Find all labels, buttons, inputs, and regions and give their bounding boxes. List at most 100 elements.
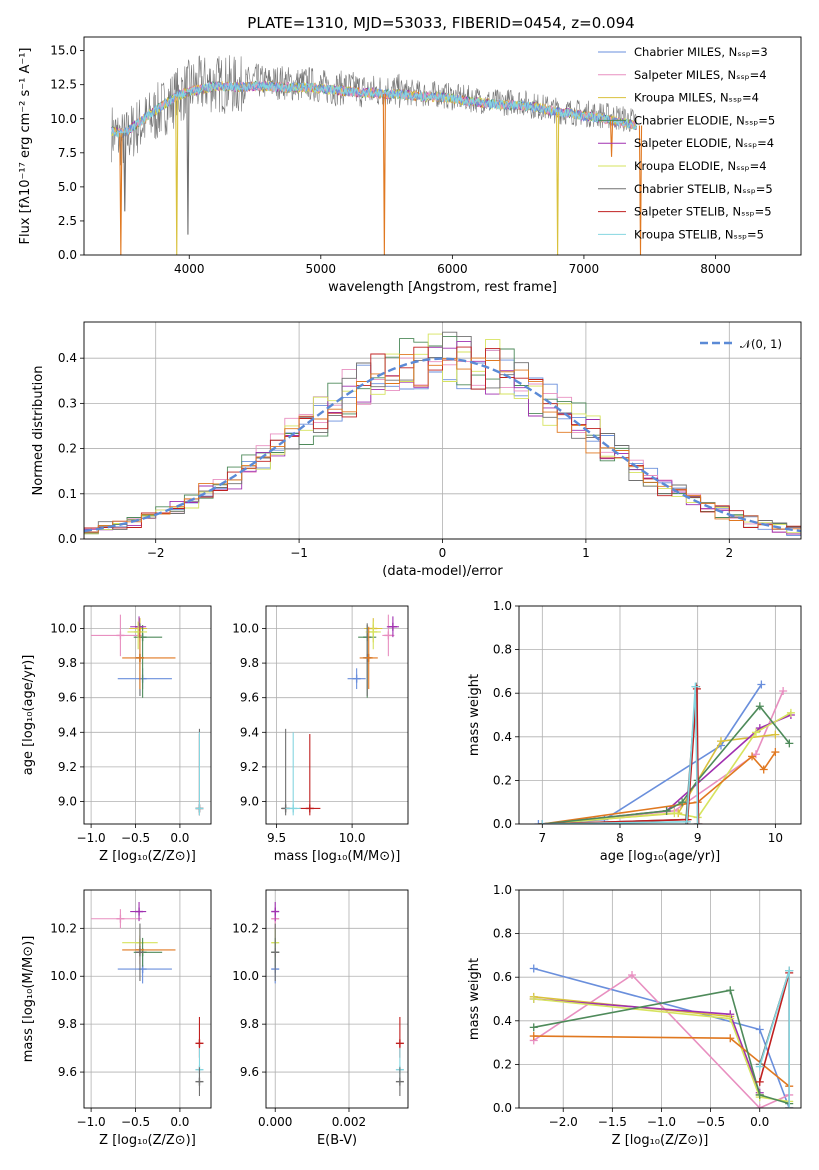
y-tick-label: 9.6 — [240, 691, 259, 705]
errorbar-point — [395, 1067, 404, 1097]
weight-marker — [771, 748, 780, 757]
weight-marker — [755, 1025, 764, 1034]
y-tick-label: 10.2 — [232, 921, 259, 935]
y-tick-label: 9.8 — [58, 656, 77, 670]
legend-label: Salpeter ELODIE, Nₛₛₚ=4 — [634, 136, 774, 150]
x-tick-label: −1.0 — [77, 831, 106, 845]
weight-marker — [757, 680, 766, 689]
y-tick-label: 0.2 — [493, 1057, 512, 1071]
weight-marker — [755, 1077, 764, 1086]
y-tick-label: 9.4 — [240, 725, 259, 739]
weight-marker — [786, 708, 795, 717]
legend: Chabrier MILES, Nₛₛₚ=3 Salpeter MILES, Nₛ… — [598, 45, 775, 241]
gridlines — [266, 606, 408, 824]
gridlines — [84, 606, 211, 824]
errorbar-point — [117, 668, 172, 690]
y-axis-label: age [log₁₀(age/yr)] — [21, 655, 36, 776]
errorbar-point — [122, 626, 176, 690]
weight-series-7 — [542, 688, 700, 824]
x-axis-label: Z [log₁₀(Z/Z⊙)] — [99, 1133, 196, 1148]
spectrum-dip — [175, 96, 179, 255]
errorbar-point — [386, 616, 399, 638]
axes-frame — [83, 889, 212, 1109]
panel-weight-age: 7 8 9 10 0.0 0.2 0.4 0.6 0.8 1.0 age [log₁₀(age/yr… — [467, 599, 802, 864]
legend-label: Kroupa STELIB, Nₛₛₚ=5 — [634, 227, 764, 241]
y-tick-label: 0.0 — [493, 1101, 512, 1115]
weight-marker — [529, 995, 538, 1003]
x-tick-label: −2.0 — [549, 1115, 578, 1129]
legend-label: 𝒩(0, 1) — [740, 337, 782, 351]
weight-marker — [755, 1104, 764, 1108]
x-axis-label: Z [log₁₀(Z/Z⊙)] — [612, 1133, 709, 1148]
y-tick-label: 10.2 — [50, 921, 77, 935]
x-axis-label: mass [log₁₀(M/M⊙)] — [274, 849, 401, 864]
weight-marker — [771, 730, 780, 739]
tick-labels: −1.0 −0.5 0.0 9.6 9.8 10.0 10.2 — [50, 921, 189, 1129]
axes-frame — [83, 36, 802, 256]
weight-marker — [691, 682, 700, 691]
spectrum-dip — [609, 120, 614, 157]
errorbar-point — [91, 614, 142, 657]
y-tick-label: 5.0 — [58, 180, 77, 194]
y-tick-label: 9.0 — [58, 795, 77, 809]
x-tick-label: −0.5 — [696, 1115, 725, 1129]
axes-frame — [83, 321, 802, 540]
x-tick-label: −1.5 — [598, 1115, 627, 1129]
weight-marker — [529, 964, 538, 973]
y-tick-label: 1.0 — [493, 883, 512, 897]
errorbar-point — [362, 623, 372, 696]
x-tick-label: 8 — [616, 831, 624, 845]
errorbar-point — [122, 935, 176, 965]
axes-frame — [518, 605, 802, 825]
y-tick-label: 0.2 — [58, 442, 77, 456]
y-tick-label: 0.3 — [58, 396, 77, 410]
legend-label: Chabrier MILES, Nₛₛₚ=3 — [634, 45, 768, 59]
x-tick-label: 6000 — [437, 262, 468, 276]
gridlines — [84, 890, 211, 1108]
plot-area — [84, 331, 801, 539]
y-axis-label: Flux [fλ10⁻¹⁷ erg cm⁻² s⁻¹ A⁻¹] — [18, 48, 33, 245]
y-tick-label: 0.6 — [493, 970, 512, 984]
plot-area — [91, 901, 204, 1097]
weight-series-3 — [533, 989, 790, 1105]
y-tick-label: 0.4 — [493, 1014, 512, 1028]
panel-weight-Z: −2.0 −1.5 −1.0 −0.5 0.0 0.0 0.2 0.4 0.6 0.8 1.0 Z [… — [467, 883, 802, 1148]
y-tick-label: 0.4 — [58, 351, 77, 365]
x-tick-label: 7000 — [569, 262, 600, 276]
y-tick-label: 12.5 — [50, 78, 77, 92]
y-tick-label: 0.0 — [58, 248, 77, 262]
weight-marker — [534, 820, 543, 824]
weight-marker — [759, 765, 768, 774]
tick-labels: 4000 5000 6000 7000 8000 0.0 2.5 5.0 7.5 10.0 12.5… — [50, 44, 730, 276]
x-tick-label: 0.000 — [258, 1115, 292, 1129]
legend-label: Kroupa MILES, Nₛₛₚ=4 — [634, 91, 759, 105]
y-tick-label: 10.0 — [50, 969, 77, 983]
y-tick-label: 15.0 — [50, 44, 77, 58]
y-tick-label: 9.6 — [58, 691, 77, 705]
tick-labels: 9.5 10.0 9.0 9.2 9.4 9.6 9.8 10.0 — [232, 621, 365, 845]
plot-area — [91, 614, 204, 816]
y-tick-label: 7.5 — [58, 146, 77, 160]
x-tick-label: −1.0 — [77, 1115, 106, 1129]
panel-mass-EBV: 0.000 0.002 9.6 9.8 10.0 10.2 E(B-V) — [232, 889, 409, 1148]
legend-label: Chabrier ELODIE, Nₛₛₚ=5 — [634, 113, 775, 127]
x-tick-label: 2 — [725, 546, 733, 560]
errorbar-point — [91, 909, 142, 929]
x-tick-label: 5000 — [306, 262, 337, 276]
x-tick-label: 9.5 — [267, 831, 286, 845]
y-tick-label: 10.0 — [50, 112, 77, 126]
weight-marker — [693, 820, 702, 824]
weight-marker — [682, 817, 691, 824]
x-tick-label: −0.5 — [121, 831, 150, 845]
tick-labels: 0.000 0.002 9.6 9.8 10.0 10.2 — [232, 921, 366, 1129]
weight-marker — [627, 971, 636, 980]
spectrum-dip — [123, 132, 127, 212]
y-tick-label: 0.1 — [58, 487, 77, 501]
axes-frame — [265, 605, 409, 825]
y-tick-label: 0.4 — [493, 730, 512, 744]
panel-age-Z: −1.0 −0.5 0.0 9.0 9.2 9.4 9.6 9.8 10.0 Z [log₁₀(Z… — [21, 605, 212, 864]
y-tick-label: 0.8 — [493, 643, 512, 657]
legend-label: Salpeter MILES, Nₛₛₚ=4 — [634, 68, 767, 82]
spectrum-dip — [556, 111, 560, 255]
x-tick-label: 1 — [582, 546, 590, 560]
